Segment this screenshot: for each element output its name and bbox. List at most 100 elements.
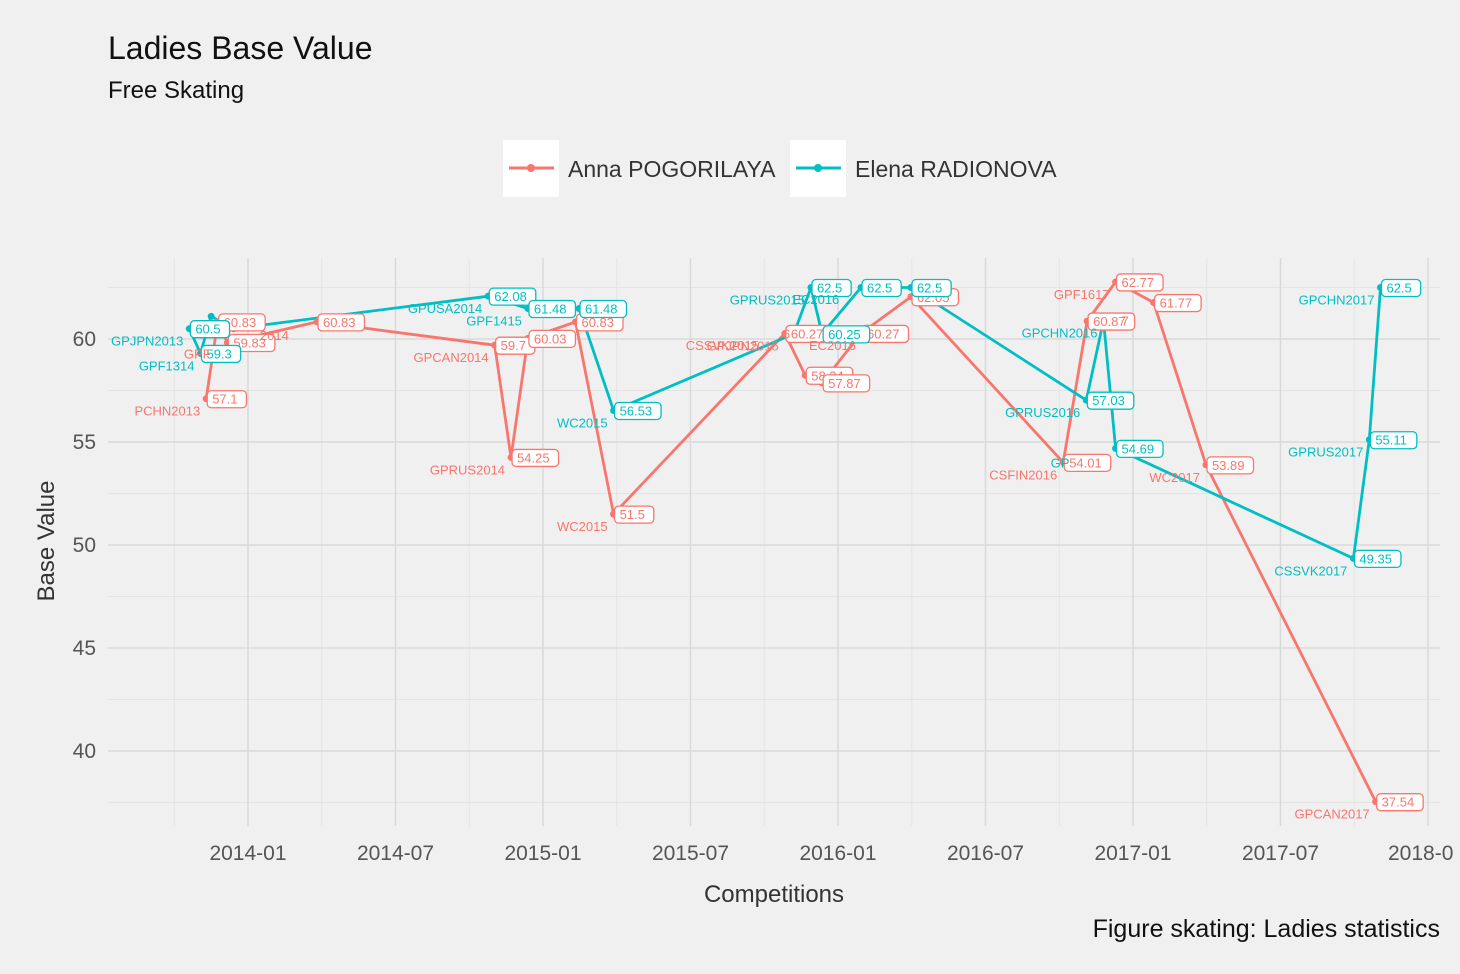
legend-marker-anna [527,164,535,172]
event-label: GPCHN2017 [1299,293,1375,308]
event-label: GPF1617 [1054,287,1110,302]
value-label: 37.54 [1376,793,1424,812]
event-label: PCHN2013 [134,404,200,419]
value-label-box [189,320,231,339]
value-label-box [1086,391,1135,410]
value-label: 60.87 [1087,312,1136,331]
value-label-text: 62.5 [817,281,842,296]
value-label: 60.83 [218,313,266,332]
y-tick-label: 40 [73,740,96,763]
event-label: 7 [1121,313,1128,328]
value-label-box [1087,312,1136,331]
value-label-text: 57.03 [1092,393,1125,408]
series-points [185,278,1384,806]
x-tick-label: 2015-07 [652,842,729,865]
value-label-text: 60.83 [323,315,356,330]
value-label-box [1206,456,1255,475]
value-label: 54.69 [1115,439,1164,459]
value-label-text: 60.87 [1093,314,1126,329]
value-label-box [317,313,366,332]
value-label: 62.5 [811,278,852,298]
x-tick-label: 2014-01 [209,842,286,865]
event-label: CSSVK2015 [686,338,759,353]
event-label: WC2017 [1149,470,1200,485]
value-label-text: 56.53 [620,403,653,418]
event-label: GPCAN2017 [1295,807,1370,822]
event-label: 6 [783,326,790,341]
value-label-box [822,374,871,393]
value-label-box [200,344,242,364]
chart-title: Ladies Base Value [108,30,372,66]
legend-label-anna: Anna POGORILAYA [568,156,776,182]
x-tick-label: 2016-01 [799,842,876,865]
event-label: GP [1051,456,1070,471]
x-axis-title: Competitions [704,881,844,908]
value-label-text: 61.77 [1160,296,1193,311]
gridlines [108,258,1440,826]
value-label-text: 60.27 [791,326,824,341]
series-line-0 [204,280,1377,803]
value-label: 54.01 [1063,453,1112,473]
value-label-text: 60.5 [195,322,220,337]
value-label-text: 54.69 [1122,441,1155,456]
value-label-text: 49.35 [1359,551,1392,566]
value-label-box [811,278,852,298]
value-label-text: 53.89 [1212,458,1245,473]
event-label: GPJPN2015 [707,338,779,353]
value-label: 60.27 [861,324,910,344]
event-label: 2014 [260,328,289,343]
value-label: 57.87 [822,374,871,393]
value-label-text: 59.83 [233,336,266,351]
event-label: GPRUS2016 [1005,405,1080,420]
event-label: GPF1415 [466,314,522,329]
x-tick-label: 2016-07 [947,842,1024,865]
value-label-text: 62.5 [1386,281,1411,296]
y-tick-label: 55 [73,431,96,454]
value-label: 55.11 [1369,431,1418,450]
value-label-text: 60.83 [581,315,614,330]
value-label-text: 61.48 [534,302,567,317]
value-label: 61.77 [1153,293,1202,313]
value-label-box [1063,453,1112,473]
value-label: 57.03 [1086,391,1135,410]
value-label-text: 60.27 [867,326,900,341]
value-label: 62.5 [911,278,952,298]
value-label-box [861,278,902,298]
legend-marker-elena [814,164,822,172]
value-label-text: 60.83 [224,315,257,330]
chart-subtitle: Free Skating [108,77,244,104]
value-label-box [613,505,655,524]
value-label: 59.7 [495,336,536,355]
value-label-box [1353,549,1402,569]
value-label-text: 37.54 [1382,795,1415,810]
event-label: GPRUS2014 [430,462,505,477]
value-label: 61.48 [528,299,577,319]
value-label-box [528,329,577,349]
value-label-text: 61.48 [585,302,618,317]
y-tick-label: 45 [73,637,96,660]
value-label: 62.5 [1380,278,1422,298]
value-label: 62.77 [1115,273,1164,292]
x-tick-label: 2014-07 [357,842,434,865]
value-label-text: 57.1 [212,392,237,407]
value-label: 54.25 [511,448,560,468]
event-label: CSSVK2017 [1274,563,1347,578]
event-label: GPRUS2017 [1288,445,1363,460]
value-label: 51.5 [613,505,655,524]
value-label-box [511,448,560,468]
value-label: 60.83 [317,313,366,332]
value-label-text: 60.03 [534,331,567,346]
value-label-box [911,278,952,298]
value-label: 60.03 [528,329,577,349]
value-label-box [1153,293,1202,313]
value-label-text: 60.25 [828,327,861,342]
legend-label-elena: Elena RADIONOVA [855,156,1057,182]
value-label-box [822,325,871,344]
value-label-text: 51.5 [620,507,645,522]
x-tick-label: 2017-01 [1094,842,1171,865]
x-tick-label: 2015-01 [504,842,581,865]
event-label: GPUSA2014 [408,301,482,316]
y-tick-label: 60 [73,328,96,351]
value-label-box [579,299,628,319]
